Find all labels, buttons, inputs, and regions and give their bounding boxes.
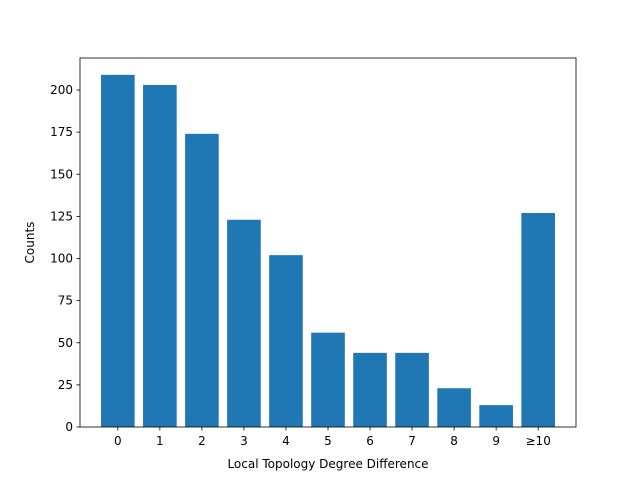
y-tick-label: 200	[50, 83, 73, 97]
y-tick-label: 175	[50, 125, 73, 139]
bar-0	[101, 74, 135, 428]
x-tick-label: 0	[114, 434, 122, 448]
y-tick-label: 100	[50, 252, 73, 266]
bar-7	[395, 352, 429, 427]
bar-1	[143, 84, 177, 428]
y-axis-ticks: 0 25 50 75 100 125 150 175 200	[50, 83, 80, 434]
x-tick-label: 7	[408, 434, 416, 448]
x-tick-label: ≥10	[526, 434, 551, 448]
x-tick-label: 9	[492, 434, 500, 448]
y-tick-label: 0	[65, 420, 73, 434]
y-tick-label: 75	[58, 294, 73, 308]
x-tick-label: 8	[450, 434, 458, 448]
bar-3	[227, 219, 261, 427]
y-axis-label: Counts	[23, 222, 37, 264]
x-axis-ticks: 0 1 2 3 4 5 6 7 8 9 ≥10	[114, 427, 551, 448]
x-tick-label: 5	[324, 434, 332, 448]
bar-5	[311, 332, 345, 427]
bars-group	[101, 74, 555, 428]
bar-4	[269, 255, 303, 427]
x-tick-label: 2	[198, 434, 206, 448]
bar-2	[185, 133, 219, 428]
x-tick-label: 3	[240, 434, 248, 448]
y-tick-label: 125	[50, 209, 73, 223]
x-tick-label: 6	[366, 434, 374, 448]
y-tick-label: 50	[58, 336, 73, 350]
bar-≥10	[521, 213, 555, 427]
bar-9	[479, 405, 513, 427]
plot-frame	[79, 57, 577, 428]
x-tick-label: 1	[156, 434, 164, 448]
y-tick-label: 150	[50, 167, 73, 181]
x-axis-label: Local Topology Degree Difference	[227, 457, 428, 471]
bar-6	[353, 352, 387, 427]
y-tick-label: 25	[58, 378, 73, 392]
bar-8	[437, 388, 471, 427]
x-tick-label: 4	[282, 434, 290, 448]
